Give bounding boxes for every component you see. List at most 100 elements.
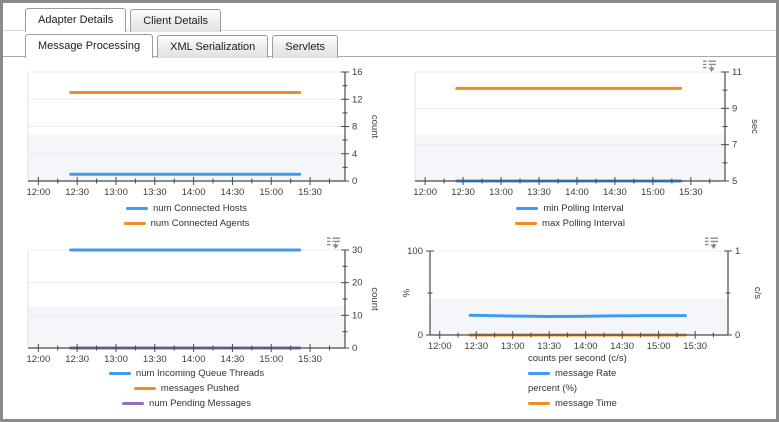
x-tick-label: 15:00 [641,187,665,198]
x-tick-label: 12:30 [65,354,89,365]
x-tick-label: 14:00 [182,354,206,365]
secondary-tab-row: Message Processing XML Serialization Ser… [25,34,342,58]
x-tick-label: 15:30 [298,187,322,198]
legend-item: max Polling Interval [515,218,625,229]
chart-queue-threads: 12:00 12:30 13:00 13:30 14:00 14:30 15:00 15:30… [26,245,380,365]
legend-label: messages Pushed [160,383,240,394]
legend-item: message Rate [528,368,616,379]
legend-swatch [133,387,156,390]
legend-collapse-icon[interactable] [703,59,717,72]
y-axis-title: c/s [752,287,763,299]
x-tick-label: 13:00 [104,354,128,365]
legend-swatch [126,207,148,210]
y-axis-title: sec [749,119,760,134]
chart-connections: 12:00 12:30 13:00 13:30 14:00 14:30 15:00 15:30… [26,67,380,198]
legend: num Incoming Queue Threads messages Pushe… [28,368,345,409]
legend-swatch [528,372,550,375]
y-tick-label: 0 [735,330,740,341]
y-tick-label: 12 [352,94,363,105]
y-axis-title: count [369,115,380,139]
x-tick-label: 12:00 [26,187,50,198]
x-tick-label: 13:00 [489,187,513,198]
primary-tabrow-divider [3,30,776,31]
y-tick-label: 8 [352,122,357,133]
legend-swatch [516,207,539,210]
x-tick-label: 12:30 [451,187,475,198]
x-tick-label: 13:30 [143,354,167,365]
legend-swatch [122,402,145,405]
x-tick-label: 12:00 [413,187,437,198]
y-tick-label: 1 [735,246,740,257]
chart-message-rate: 12:00 12:30 13:00 13:30 14:00 14:30 15:00 15:30… [400,246,763,352]
legend: num Connected Hosts num Connected Agents [28,203,345,229]
x-tick-label: 13:30 [143,187,167,198]
x-tick-label: 12:30 [65,187,89,198]
legend-group-header: percent (%) [528,383,577,394]
legend-item: num Pending Messages [122,398,251,409]
legend-swatch [515,222,538,225]
legend-swatch [528,402,550,405]
legend-item: messages Pushed [133,383,240,394]
y-tick-label: 100 [407,246,423,257]
series-messageRate [468,313,687,319]
legend-swatch [123,222,146,225]
x-tick-label: 15:00 [259,354,283,365]
x-tick-label: 15:30 [298,354,322,365]
x-tick-label: 14:00 [574,341,598,352]
tab-servlets[interactable]: Servlets [272,35,339,58]
legend-label: num Connected Agents [150,218,250,229]
legend-label: max Polling Interval [542,218,625,229]
legend-item: num Connected Agents [123,218,250,229]
legend-swatch [108,372,131,375]
y-tick-label: 0 [352,176,357,187]
x-tick-label: 14:00 [182,187,206,198]
x-tick-label: 15:30 [683,341,707,352]
legend-label: message Time [555,398,617,409]
y-tick-label: 10 [352,310,363,321]
x-tick-label: 12:30 [464,341,488,352]
y-tick-label: 30 [352,245,363,256]
y-tick-label: 11 [732,67,742,78]
x-tick-label: 12:00 [428,341,452,352]
x-tick-label: 13:00 [104,187,128,198]
legend-group-header: counts per second (c/s) [528,353,627,364]
y-tick-label: 20 [352,278,363,289]
tab-xml-serialization[interactable]: XML Serialization [157,35,269,58]
y-tick-label: 5 [732,176,737,187]
y-tick-label: 0 [418,330,423,341]
x-tick-label: 13:30 [537,341,561,352]
legend-item: num Connected Hosts [126,203,247,214]
x-tick-label: 13:00 [501,341,525,352]
tab-adapter-details[interactable]: Adapter Details [25,8,127,32]
legend-label: percent (%) [528,383,578,394]
legend: min Polling Interval max Polling Interval [415,203,725,229]
x-tick-label: 14:30 [221,354,245,365]
legend-item: num Incoming Queue Threads [108,368,265,379]
legend-label: min Polling Interval [543,203,624,214]
y-tick-label: 9 [732,103,737,114]
y-axis-title: % [400,289,411,298]
x-tick-label: 14:30 [603,187,627,198]
legend-label: message Rate [555,368,617,379]
x-tick-label: 15:30 [679,187,703,198]
x-tick-label: 13:30 [527,187,551,198]
plot-band [415,134,725,181]
tab-message-processing[interactable]: Message Processing [25,34,154,58]
y-tick-label: 0 [352,343,357,354]
legend-label: num Connected Hosts [153,203,247,214]
chart-polling-interval: 12:00 12:30 13:00 13:30 14:00 14:30 15:00 15:30… [413,67,760,198]
legend-collapse-icon[interactable] [327,236,341,249]
legend-label: num Incoming Queue Threads [135,368,265,379]
legend-collapse-icon[interactable] [705,236,719,249]
x-tick-label: 14:30 [610,341,634,352]
legend-item: min Polling Interval [516,203,624,214]
secondary-tabrow-divider [3,56,776,57]
legend-label: counts per second (c/s) [528,353,627,364]
legend-label: num Pending Messages [149,398,251,409]
tab-client-details[interactable]: Client Details [130,9,222,32]
legend: counts per second (c/s) message Rate perce… [528,353,627,409]
x-tick-label: 15:00 [259,187,283,198]
y-tick-label: 7 [732,140,737,151]
x-tick-label: 12:00 [26,354,50,365]
